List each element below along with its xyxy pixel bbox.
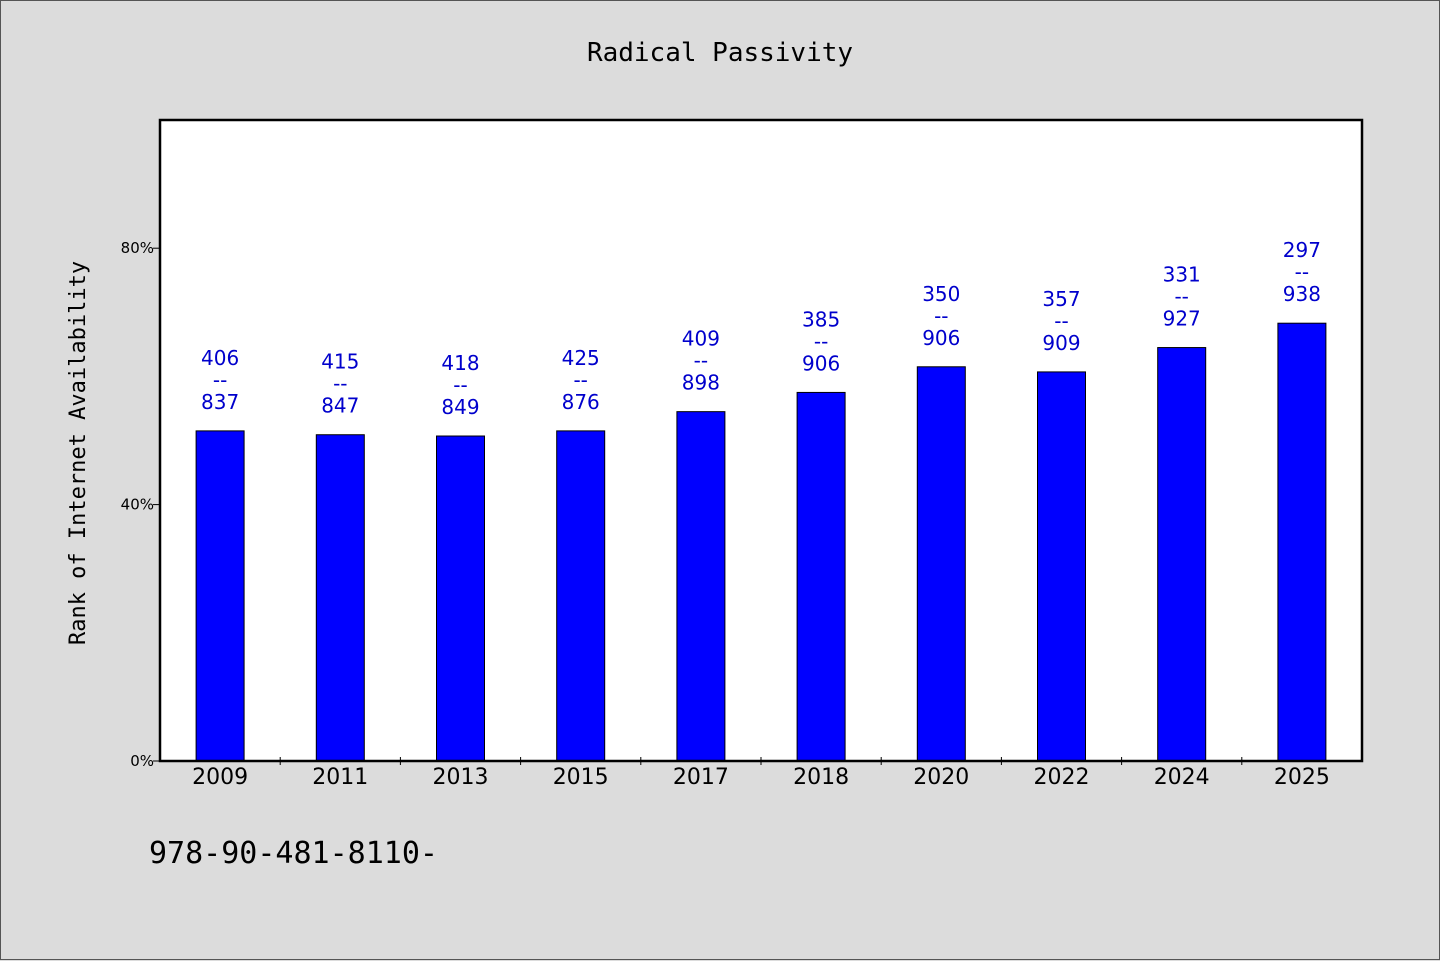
y-axis-label: Rank of Internet Availability [66,261,91,645]
data-label-bottom-2024: 927 [1163,307,1201,331]
data-label-bottom-2017: 898 [682,371,720,395]
data-label-top-2009: 406 [201,346,239,370]
data-label-sep-2022: -- [1054,309,1068,333]
bar-2017 [676,411,726,762]
data-label-top-2025: 297 [1283,238,1321,262]
x-tick-label-2022: 2022 [1034,765,1090,790]
x-tick-label-2013: 2013 [433,765,489,790]
bar-2013 [436,435,485,762]
data-label-sep-2024: -- [1174,285,1188,309]
data-label-top-2020: 350 [922,282,960,306]
bar-2009 [195,430,245,762]
data-label-sep-2013: -- [453,373,467,397]
data-label-sep-2017: -- [694,349,708,373]
data-label-bottom-2013: 849 [441,395,479,419]
y-tick-label: 0% [130,752,154,770]
data-label-sep-2011: -- [333,372,347,396]
data-label-bottom-2022: 909 [1042,331,1080,355]
x-tick-label-2009: 2009 [192,765,248,790]
bar-2025 [1277,322,1327,762]
data-label-bottom-2018: 906 [802,351,840,375]
x-tick-label-2020: 2020 [913,765,969,790]
bar-2024 [1157,347,1207,762]
data-label-sep-2025: -- [1295,260,1309,284]
x-axis-ticks: 2009 2011 2013 2015 2017 2018 2020 2022 2024 2025 [192,757,1330,790]
bar-2020 [916,366,966,762]
bar-2011 [315,434,365,762]
x-tick-label-2017: 2017 [673,765,729,790]
chart-title: Radical Passivity [587,38,853,68]
x-tick-label-2018: 2018 [793,765,849,790]
y-axis-ticks: 0% 40% 80% [121,239,160,770]
data-label-sep-2020: -- [934,304,948,328]
bar-2018 [796,391,846,762]
bar-2015 [556,430,606,762]
x-tick-label-2025: 2025 [1274,765,1330,790]
data-label-bottom-2009: 837 [201,390,239,414]
data-label-bottom-2020: 906 [922,326,960,350]
data-label-top-2017: 409 [682,327,720,351]
data-label-top-2015: 425 [562,346,600,370]
data-label-sep-2018: -- [814,329,828,353]
data-label-bottom-2025: 938 [1283,282,1321,306]
data-label-top-2024: 331 [1163,263,1201,287]
x-tick-label-2011: 2011 [312,765,368,790]
data-label-sep-2009: -- [213,368,227,392]
x-tick-label-2024: 2024 [1154,765,1210,790]
data-label-sep-2015: -- [573,368,587,392]
x-tick-label-2015: 2015 [553,765,609,790]
data-label-top-2022: 357 [1042,287,1080,311]
bar-2022 [1037,371,1086,762]
data-label-top-2011: 415 [321,350,359,374]
data-label-bottom-2015: 876 [562,390,600,414]
footer-isbn: 978-90-481-8110- [149,836,438,871]
y-tick-label: 40% [121,496,154,514]
data-label-top-2018: 385 [802,307,840,331]
data-label-bottom-2011: 847 [321,394,359,418]
bars-group [195,322,1327,762]
y-tick-label: 80% [121,239,154,257]
data-labels-group: 406--837415--847418--849425--876409--898… [201,238,1321,419]
data-label-top-2013: 418 [441,351,479,375]
